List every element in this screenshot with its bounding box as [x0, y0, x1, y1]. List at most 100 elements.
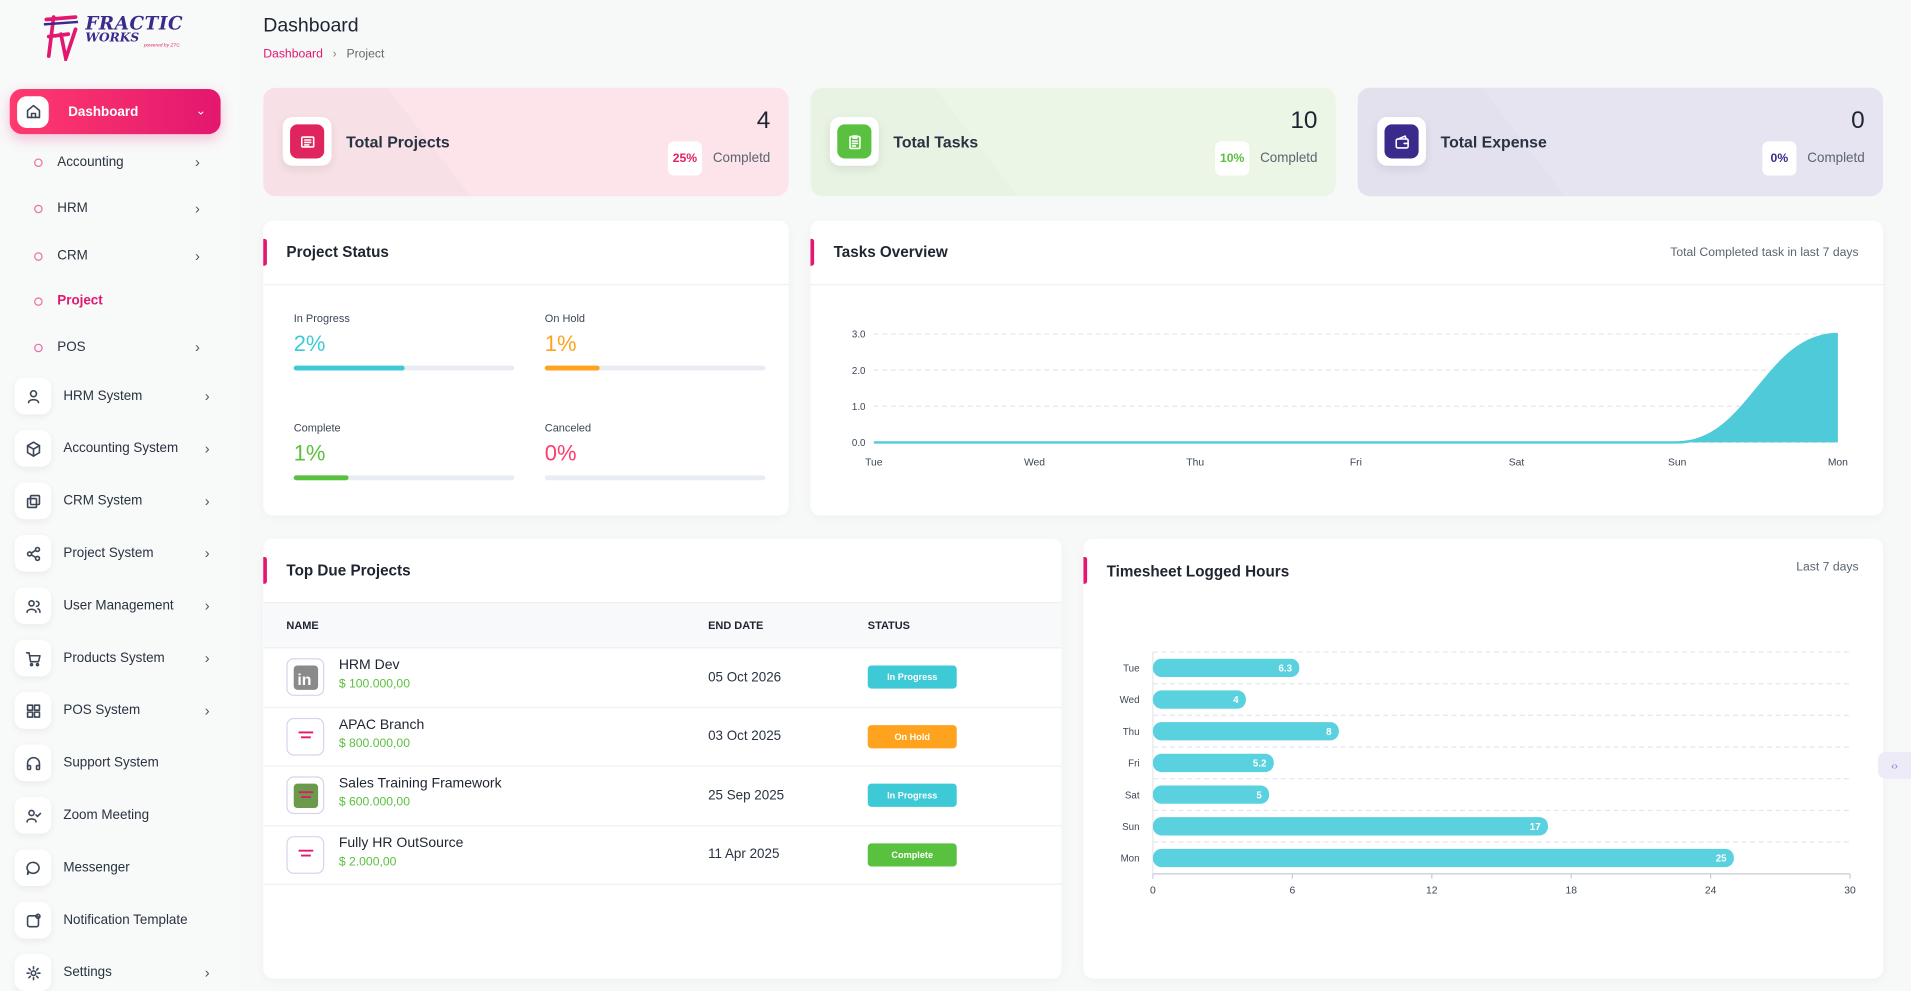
svg-text:in: in — [297, 672, 311, 689]
sidebar-item-label: Settings — [63, 965, 112, 980]
status-badge: In Progress — [867, 665, 957, 689]
breadcrumb-home-link[interactable]: Dashboard — [263, 47, 323, 61]
sidebar-item-8[interactable]: Zoom Meeting — [14, 797, 222, 834]
x-tick-label: Sun — [1668, 458, 1687, 469]
sidebar-item-label: Products System — [63, 650, 165, 666]
chevron-right-icon: › — [204, 439, 210, 458]
stat-percent: 10% — [1215, 141, 1250, 176]
sidebar-subitem-4[interactable]: POS › — [34, 335, 217, 359]
status-badge: In Progress — [867, 783, 957, 808]
sidebar-item-label: Zoom Meeting — [63, 808, 150, 823]
status-progress-fill — [293, 365, 405, 371]
wallet-icon — [1377, 117, 1426, 166]
y-tick-label: Tue — [1123, 664, 1139, 675]
status-item-3: Canceled 0% — [544, 421, 766, 481]
x-tick-label: 6 — [1289, 885, 1295, 896]
stat-name: Total Projects — [346, 132, 450, 152]
project-end-date: 05 Oct 2026 — [708, 670, 782, 685]
project-name[interactable]: Fully HR OutSource — [338, 835, 464, 851]
x-tick-label: Wed — [1024, 458, 1045, 469]
x-tick-label: 24 — [1705, 885, 1717, 896]
table-row[interactable]: in HRM Dev $ 100.000,00 05 Oct 2026 In Progr… — [263, 648, 1062, 708]
sidebar-subitem-0[interactable]: Accounting › — [34, 150, 217, 174]
sidebar-subitem-1[interactable]: HRM › — [34, 196, 217, 220]
status-label: Canceled — [544, 421, 592, 434]
y-tick-label: 0.0 — [852, 438, 866, 449]
chevron-right-icon: › — [195, 153, 200, 171]
sidebar-item-0[interactable]: HRM System › — [14, 377, 222, 415]
sidebar-item-7[interactable]: Support System — [14, 744, 222, 782]
headphones-icon — [14, 744, 52, 782]
card-subtitle: Total Completed task in last 7 days — [1670, 245, 1859, 259]
page-title: Dashboard — [263, 15, 359, 37]
sidebar-subitem-3[interactable]: Project — [34, 289, 217, 313]
project-amount: $ 800.000,00 — [338, 736, 410, 751]
stat-card-1[interactable]: Total Tasks 10 10% Completd — [810, 87, 1336, 197]
project-name[interactable]: Sales Training Framework — [338, 776, 502, 791]
status-value: 1% — [544, 331, 577, 356]
status-value: 0% — [544, 441, 577, 466]
project-name[interactable]: HRM Dev — [338, 658, 400, 673]
stat-card-0[interactable]: Total Projects 4 25% Completd — [263, 87, 789, 197]
sidebar-item-2[interactable]: CRM System › — [14, 482, 222, 520]
sidebar-item-1[interactable]: Accounting System › — [14, 430, 222, 467]
sidebar-item-6[interactable]: POS System › — [14, 692, 222, 729]
sidebar-item-11[interactable]: Settings › — [14, 954, 222, 991]
status-progress-bar — [293, 365, 515, 371]
stat-card-2[interactable]: Total Expense 0 0% Completd — [1357, 87, 1883, 197]
sidebar-item-label: HRM System — [63, 388, 143, 404]
gear-icon — [14, 954, 52, 991]
y-tick-label: Sat — [1125, 790, 1140, 801]
projects-icon — [282, 117, 332, 166]
breadcrumb: Dashboard › Project — [263, 48, 384, 61]
user-check-icon — [14, 797, 52, 834]
sidebar-item-3[interactable]: Project System › — [14, 535, 222, 572]
bar — [1152, 817, 1548, 836]
y-tick-label: 1.0 — [852, 402, 866, 413]
status-badge: Complete — [867, 843, 957, 867]
sidebar-item-4[interactable]: User Management › — [14, 587, 222, 624]
clipboard-icon — [829, 117, 879, 166]
logo[interactable]: FRACTIC WORKS powered by ZTC — [41, 10, 199, 64]
sidebar-item-dashboard[interactable]: Dashboard ⌄ — [9, 88, 221, 135]
message-icon — [14, 849, 52, 887]
project-avatar — [286, 776, 325, 815]
sidebar-item-10[interactable]: Notification Template — [14, 901, 222, 939]
stat-value: 4 — [756, 107, 771, 135]
project-amount: $ 100.000,00 — [338, 677, 410, 692]
sidebar-subitem-label: POS — [57, 340, 86, 355]
grid-icon — [14, 692, 52, 729]
sidebar-item-9[interactable]: Messenger — [14, 849, 222, 887]
chevron-right-icon: › — [204, 964, 210, 982]
sidebar-item-label: Accounting System — [63, 441, 179, 456]
project-name[interactable]: APAC Branch — [338, 717, 425, 732]
project-avatar — [286, 835, 325, 874]
stat-percent: 0% — [1762, 141, 1797, 176]
logo-text: FRACTIC — [85, 12, 184, 35]
chevron-right-icon: › — [204, 702, 210, 720]
bar-value-label: 5 — [1256, 790, 1262, 801]
sidebar-item-5[interactable]: Products System › — [14, 639, 222, 677]
table-row[interactable]: Sales Training Framework $ 600.000,00 25 S… — [263, 767, 1062, 826]
y-tick-label: 2.0 — [852, 366, 866, 377]
table-row[interactable]: Fully HR OutSource $ 2.000,00 11 Apr 2025 C… — [263, 826, 1062, 885]
status-progress-fill — [544, 365, 600, 371]
y-tick-label: 3.0 — [852, 330, 866, 341]
bar — [1152, 690, 1246, 709]
stat-completed-label: Completd — [712, 151, 771, 166]
sidebar-subitem-2[interactable]: CRM › — [34, 244, 217, 268]
customizer-toggle-icon[interactable]: ‹› — [1878, 751, 1911, 779]
status-item-1: On Hold 1% — [544, 312, 766, 371]
project-amount: $ 600.000,00 — [338, 795, 410, 810]
chevron-right-icon: › — [204, 597, 210, 615]
status-progress-bar — [544, 475, 766, 481]
sidebar-item-label: POS System — [63, 703, 141, 718]
logo-mark-icon — [43, 15, 79, 61]
x-tick-label: 0 — [1150, 885, 1156, 896]
bar-value-label: 17 — [1530, 822, 1541, 833]
bullet-dot — [34, 251, 43, 261]
stat-name: Total Tasks — [893, 132, 979, 152]
layers-icon — [14, 482, 52, 520]
card-title: Timesheet Logged Hours — [1106, 562, 1290, 580]
table-row[interactable]: APAC Branch $ 800.000,00 03 Oct 2025 On Hol… — [263, 707, 1062, 767]
